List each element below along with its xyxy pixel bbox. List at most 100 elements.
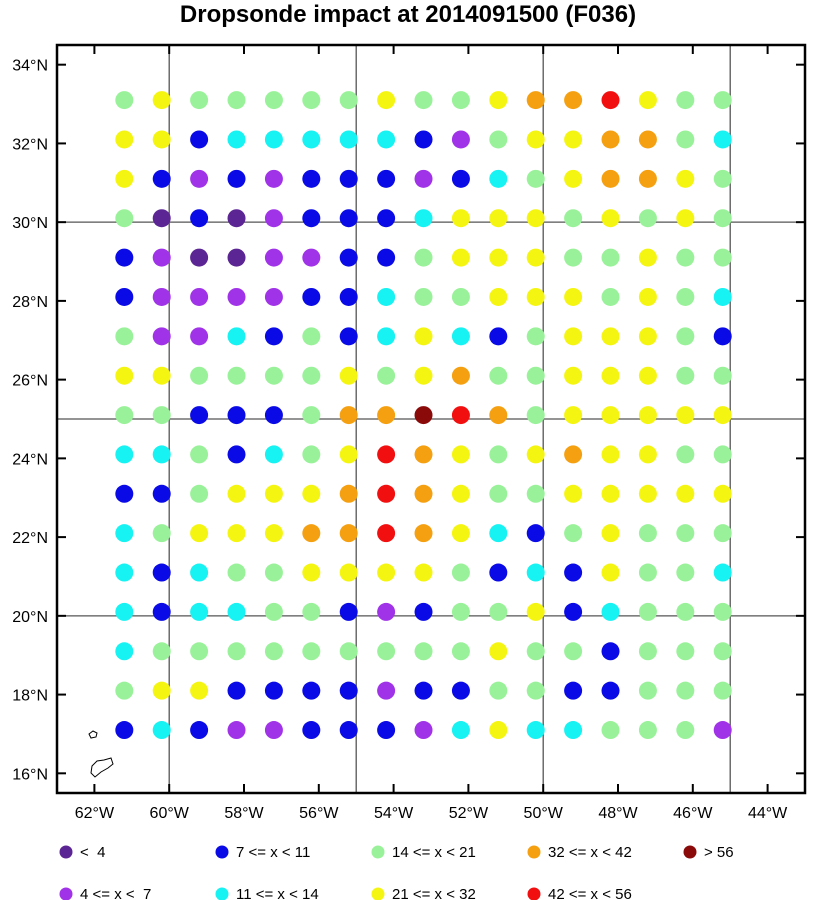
data-point <box>676 445 695 464</box>
legend-marker <box>59 887 73 900</box>
data-point <box>152 327 171 346</box>
data-point <box>227 445 246 464</box>
data-point <box>227 209 246 228</box>
data-point <box>414 721 433 740</box>
y-tick-label: 32°N <box>12 136 48 153</box>
data-point <box>451 406 470 425</box>
data-point <box>339 169 358 188</box>
data-point <box>115 91 134 110</box>
data-point <box>713 602 732 621</box>
data-point <box>264 327 283 346</box>
data-point <box>489 721 508 740</box>
data-point <box>377 209 396 228</box>
data-point <box>564 130 583 149</box>
data-point <box>601 91 620 110</box>
data-point <box>115 169 134 188</box>
data-point <box>526 287 545 306</box>
data-point <box>526 721 545 740</box>
legend-marker <box>371 887 385 900</box>
x-tick-label: 60°W <box>150 805 190 822</box>
x-tick-label: 48°W <box>598 805 638 822</box>
data-point <box>489 642 508 661</box>
data-point <box>377 287 396 306</box>
data-point <box>638 91 657 110</box>
y-tick-label: 16°N <box>12 766 48 783</box>
x-tick-label: 44°W <box>748 805 788 822</box>
data-point <box>676 130 695 149</box>
data-point <box>676 602 695 621</box>
data-point <box>414 602 433 621</box>
data-point <box>227 366 246 385</box>
data-point <box>339 445 358 464</box>
data-point <box>638 524 657 543</box>
data-point <box>713 563 732 582</box>
data-point <box>264 130 283 149</box>
x-tick-label: 46°W <box>673 805 713 822</box>
data-point <box>564 563 583 582</box>
data-point <box>339 563 358 582</box>
data-point <box>227 327 246 346</box>
data-point <box>264 681 283 700</box>
data-point <box>414 524 433 543</box>
data-point <box>451 366 470 385</box>
data-point <box>564 209 583 228</box>
x-tick-label: 58°W <box>224 805 264 822</box>
data-point <box>676 681 695 700</box>
data-point <box>264 484 283 503</box>
x-tick-label: 50°W <box>524 805 564 822</box>
data-point <box>526 248 545 267</box>
data-point <box>451 721 470 740</box>
data-point <box>377 642 396 661</box>
data-point <box>377 248 396 267</box>
data-point <box>526 169 545 188</box>
data-point <box>377 91 396 110</box>
data-point <box>526 366 545 385</box>
data-point <box>638 681 657 700</box>
data-point <box>451 209 470 228</box>
legend-label: > 56 <box>704 844 734 861</box>
data-point <box>302 563 321 582</box>
data-point <box>414 484 433 503</box>
data-point <box>339 287 358 306</box>
data-point <box>451 484 470 503</box>
data-point <box>264 721 283 740</box>
data-point <box>489 169 508 188</box>
data-point <box>190 721 209 740</box>
data-point <box>115 642 134 661</box>
data-point <box>489 484 508 503</box>
data-point <box>302 366 321 385</box>
data-point <box>638 563 657 582</box>
data-point <box>451 445 470 464</box>
data-point <box>227 524 246 543</box>
data-point <box>377 721 396 740</box>
data-point <box>414 91 433 110</box>
coastline-islands <box>88 730 114 778</box>
data-point <box>414 169 433 188</box>
data-point <box>264 248 283 267</box>
data-point <box>339 327 358 346</box>
data-point <box>414 642 433 661</box>
x-tick-label: 56°W <box>299 805 339 822</box>
data-point <box>115 327 134 346</box>
data-point <box>115 445 134 464</box>
data-point <box>564 524 583 543</box>
data-point <box>414 366 433 385</box>
data-point <box>339 602 358 621</box>
data-point <box>115 209 134 228</box>
data-point <box>451 642 470 661</box>
data-point <box>302 248 321 267</box>
data-point <box>377 327 396 346</box>
data-point <box>676 327 695 346</box>
data-point <box>264 169 283 188</box>
data-point <box>302 484 321 503</box>
data-point <box>227 642 246 661</box>
data-point <box>676 721 695 740</box>
data-point <box>227 484 246 503</box>
legend-label: 11 <= x < 14 <box>236 886 319 900</box>
data-point <box>190 130 209 149</box>
data-point <box>152 484 171 503</box>
data-point <box>152 721 171 740</box>
legend-marker <box>371 845 385 859</box>
legend-label: 4 <= x < 7 <box>80 886 151 900</box>
data-point <box>227 681 246 700</box>
